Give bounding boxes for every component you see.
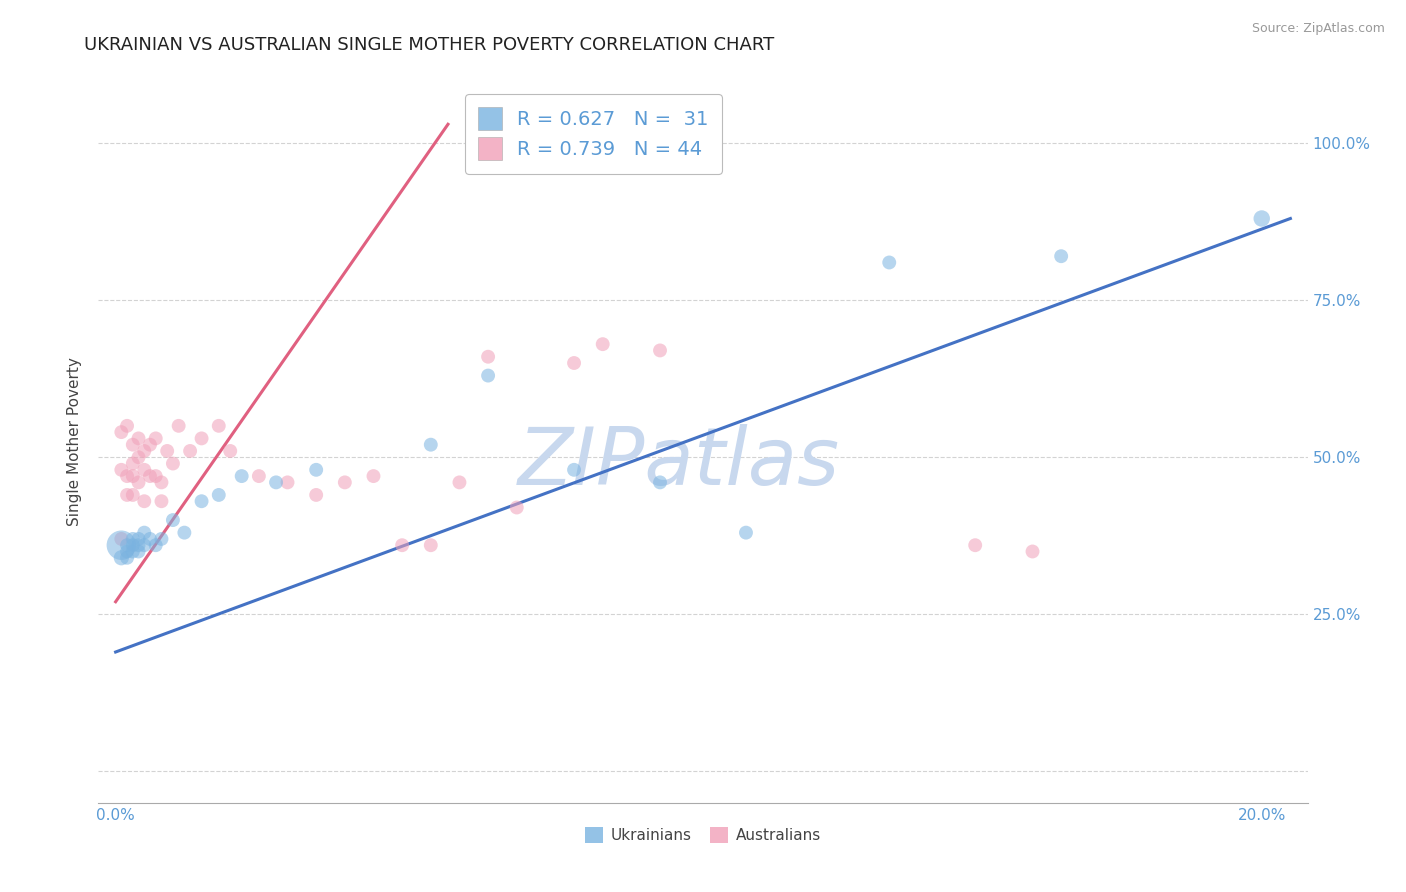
- Point: [477, 350, 499, 364]
- Point: [128, 431, 150, 445]
- Legend: Ukrainians, Australians: Ukrainians, Australians: [579, 822, 827, 849]
- Point: [139, 532, 162, 546]
- Point: [562, 463, 585, 477]
- Point: [162, 513, 184, 527]
- Point: [190, 431, 212, 445]
- Point: [110, 550, 132, 565]
- Point: [134, 525, 156, 540]
- Point: [128, 475, 150, 490]
- Point: [121, 488, 143, 502]
- Point: [134, 444, 156, 458]
- Point: [305, 463, 328, 477]
- Point: [121, 538, 143, 552]
- Point: [208, 418, 231, 433]
- Point: [305, 488, 328, 502]
- Point: [419, 538, 441, 552]
- Point: [156, 444, 179, 458]
- Point: [179, 444, 201, 458]
- Point: [592, 337, 614, 351]
- Point: [162, 457, 184, 471]
- Point: [735, 525, 758, 540]
- Point: [121, 544, 143, 558]
- Point: [115, 469, 138, 483]
- Point: [477, 368, 499, 383]
- Point: [419, 438, 441, 452]
- Text: Source: ZipAtlas.com: Source: ZipAtlas.com: [1251, 22, 1385, 36]
- Point: [145, 431, 167, 445]
- Point: [391, 538, 413, 552]
- Point: [145, 469, 167, 483]
- Point: [190, 494, 212, 508]
- Point: [150, 475, 173, 490]
- Point: [115, 538, 138, 552]
- Point: [965, 538, 987, 552]
- Point: [231, 469, 253, 483]
- Point: [562, 356, 585, 370]
- Point: [115, 418, 138, 433]
- Point: [128, 450, 150, 465]
- Point: [363, 469, 385, 483]
- Point: [247, 469, 270, 483]
- Point: [115, 488, 138, 502]
- Point: [115, 550, 138, 565]
- Point: [173, 525, 195, 540]
- Point: [208, 488, 231, 502]
- Point: [121, 469, 143, 483]
- Point: [121, 532, 143, 546]
- Point: [128, 544, 150, 558]
- Point: [1021, 544, 1043, 558]
- Point: [121, 438, 143, 452]
- Point: [219, 444, 242, 458]
- Y-axis label: Single Mother Poverty: Single Mother Poverty: [67, 357, 83, 526]
- Point: [877, 255, 900, 269]
- Point: [110, 463, 132, 477]
- Point: [139, 438, 162, 452]
- Point: [134, 494, 156, 508]
- Point: [1050, 249, 1073, 263]
- Point: [648, 343, 671, 358]
- Point: [139, 469, 162, 483]
- Point: [110, 425, 132, 439]
- Point: [150, 532, 173, 546]
- Point: [110, 538, 132, 552]
- Text: UKRAINIAN VS AUSTRALIAN SINGLE MOTHER POVERTY CORRELATION CHART: UKRAINIAN VS AUSTRALIAN SINGLE MOTHER PO…: [84, 36, 775, 54]
- Point: [145, 538, 167, 552]
- Text: ZIPatlas: ZIPatlas: [517, 425, 839, 502]
- Point: [506, 500, 529, 515]
- Point: [128, 532, 150, 546]
- Point: [134, 538, 156, 552]
- Point: [110, 532, 132, 546]
- Point: [134, 463, 156, 477]
- Point: [150, 494, 173, 508]
- Point: [121, 457, 143, 471]
- Point: [1250, 211, 1272, 226]
- Point: [128, 538, 150, 552]
- Point: [277, 475, 299, 490]
- Point: [333, 475, 356, 490]
- Point: [264, 475, 287, 490]
- Point: [449, 475, 471, 490]
- Point: [648, 475, 671, 490]
- Point: [167, 418, 190, 433]
- Point: [115, 544, 138, 558]
